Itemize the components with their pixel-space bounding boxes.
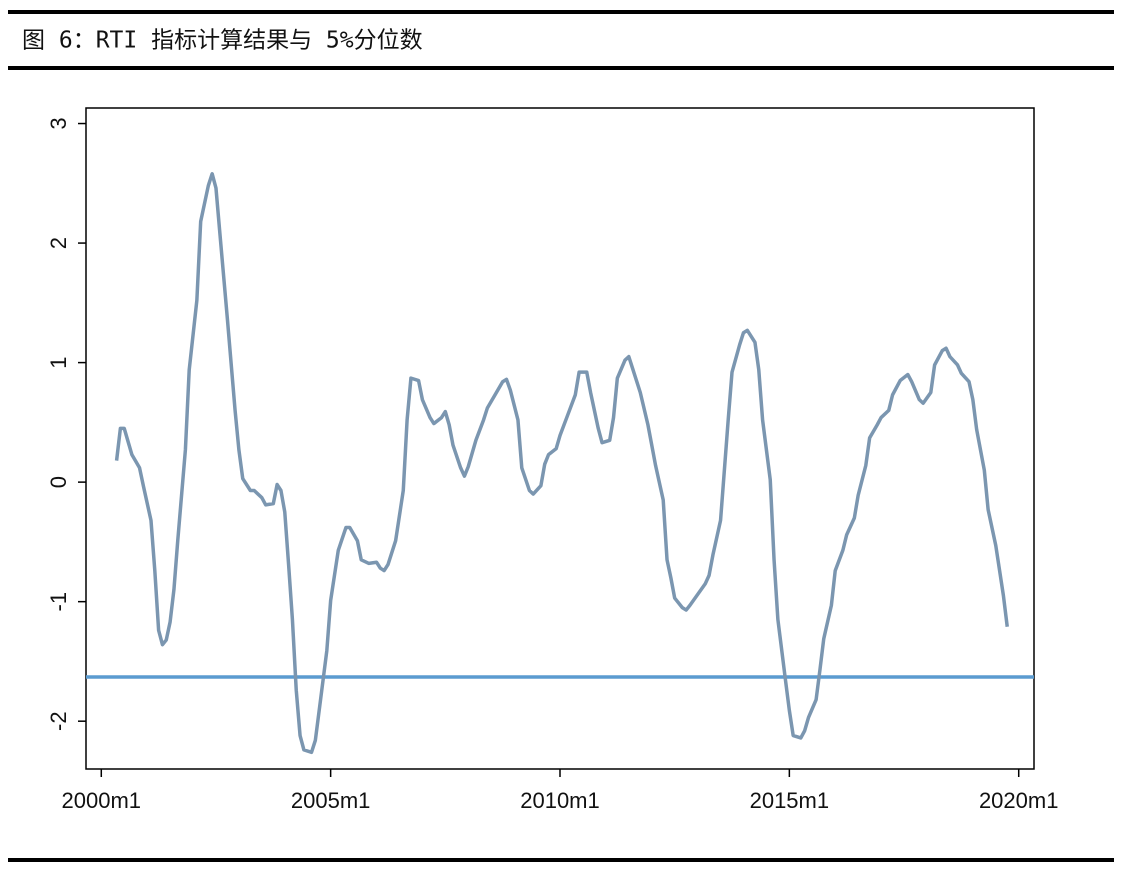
top-rule [8,10,1114,14]
y-tick-label: 1 [46,356,71,368]
bottom-rule [8,858,1114,862]
data-line [114,171,1009,755]
x-tick-label: 2005m1 [291,788,371,813]
x-tick-label: 2010m1 [520,788,600,813]
x-tick-label: 2000m1 [62,788,142,813]
x-tick-label: 2015m1 [750,788,830,813]
y-tick-label: -1 [46,592,71,612]
y-tick-label: 0 [46,476,71,488]
y-tick-label: 3 [46,117,71,129]
chart-title: 图 6：RTI 指标计算结果与 5%分位数 [22,28,423,54]
y-tick-label: -2 [46,711,71,731]
y-tick-label: 2 [46,237,71,249]
x-tick-label: 2020m1 [979,788,1059,813]
caption-rule [8,66,1114,70]
